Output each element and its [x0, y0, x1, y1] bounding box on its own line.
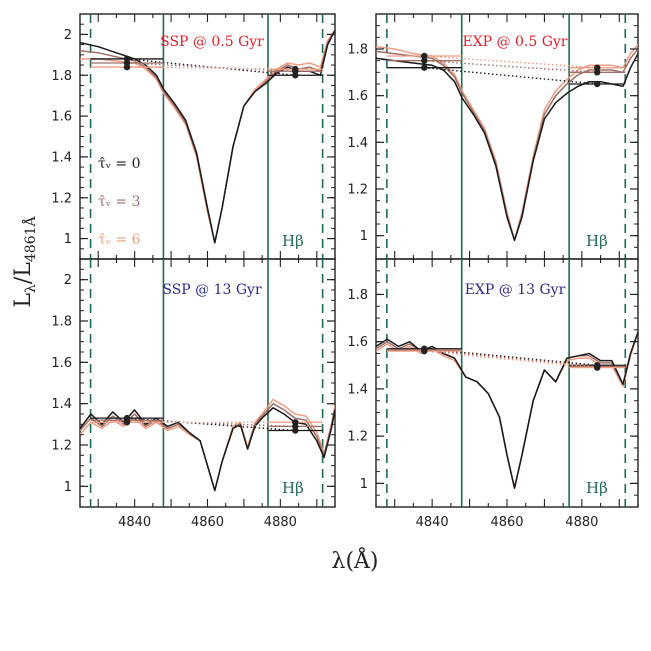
y-tick-label: 1.2 — [51, 439, 72, 454]
continuum-point-red — [292, 65, 299, 73]
panel-title: SSP @ 13 Gyr — [162, 282, 262, 298]
y-tick-label: 1.4 — [51, 397, 72, 412]
y-tick-label: 1.6 — [347, 335, 368, 350]
pseudo-continuum — [126, 62, 296, 72]
panel-title: EXP @ 13 Gyr — [465, 282, 566, 298]
pseudo-continuum — [126, 66, 296, 70]
spectrum-line-tau0 — [80, 29, 335, 244]
spectrum-line-tau0 — [376, 331, 638, 489]
legend: τ̂ᵥ = 0 τ̂ᵥ = 3 τ̂ᵥ = 6 — [98, 156, 141, 248]
x-tick-label: 4860 — [490, 515, 523, 530]
legend-entry-tau0: τ̂ᵥ = 0 — [98, 156, 141, 172]
y-tick-label: 1 — [360, 477, 368, 492]
y-tick-label: 1.4 — [347, 382, 368, 397]
x-tick-label: 4880 — [565, 515, 598, 530]
hbeta-label: Hβ — [586, 232, 608, 250]
x-tick-label: 4840 — [118, 515, 151, 530]
continuum-point-blue — [123, 63, 131, 71]
svg-text:Lλ/L4861Å: Lλ/L4861Å — [11, 215, 39, 307]
y-tick-label: 1.4 — [51, 150, 72, 165]
y-tick-label: 1 — [360, 229, 368, 244]
spectrum-line-tau6 — [376, 331, 638, 489]
continuum-point-red — [594, 364, 601, 371]
legend-entry-tau3: τ̂ᵥ = 3 — [98, 194, 141, 210]
y-tick-label: 1.6 — [51, 356, 72, 371]
hbeta-label: Hβ — [586, 479, 608, 497]
panel-ssp-0.5gyr: 1 1.2 1.4 1.6 1.8 2 — [51, 13, 336, 260]
continuum-point-red — [594, 69, 601, 76]
y-tick-label: 1.2 — [347, 183, 368, 198]
x-tick-label: 4880 — [264, 515, 297, 530]
panel-title: SSP @ 0.5 Gyr — [160, 34, 264, 50]
continuum-point-blue — [421, 57, 428, 64]
y-tick-label: 1.6 — [347, 89, 368, 104]
continuum-point-blue — [421, 64, 428, 71]
y-tick-label: 1.2 — [347, 430, 368, 445]
y-tick-label: 1.8 — [347, 43, 368, 58]
continuum-point-blue — [421, 347, 428, 355]
y-tick-label: 1.6 — [51, 110, 72, 125]
spectrum-line-tau3 — [376, 331, 638, 489]
y-tick-label: 1.8 — [347, 288, 368, 303]
pseudo-continuum — [126, 419, 296, 428]
pseudo-continuum — [424, 66, 598, 85]
y-tick-label: 1.2 — [51, 191, 72, 206]
continuum-point-red — [292, 419, 299, 426]
legend-entry-tau6: τ̂ᵥ = 6 — [98, 232, 141, 248]
hbeta-label: Hβ — [282, 479, 304, 497]
continuum-point-red — [594, 64, 601, 71]
x-tick-label: 4860 — [191, 515, 224, 530]
y-axis-title: Lλ/L4861Å — [11, 215, 39, 307]
panel-ssp-13gyr: 1 1.2 1.4 1.6 1.8 2 4840 4860 4880 — [51, 258, 336, 530]
y-tick-label: 1.8 — [51, 315, 72, 330]
pseudo-continuum — [424, 55, 598, 69]
spectrum-line-tau3 — [376, 48, 638, 242]
panel-exp-0.5gyr: 1 1.2 1.4 1.6 1.8 — [347, 13, 639, 260]
y-tick-label: 1 — [64, 480, 72, 495]
y-tick-label: 1 — [64, 232, 72, 247]
continuum-point-red — [594, 80, 601, 88]
x-tick-label: 4840 — [416, 515, 449, 530]
panel-frame — [375, 13, 639, 260]
y-tick-label: 1.4 — [347, 136, 368, 151]
x-axis-title: λ(Å) — [332, 546, 379, 574]
continuum-point-blue — [421, 52, 428, 60]
y-tick-label: 1.8 — [51, 69, 72, 84]
hbeta-label: Hβ — [282, 232, 304, 250]
y-tick-label: 2 — [64, 273, 72, 288]
panel-title: EXP @ 0.5 Gyr — [462, 34, 567, 50]
panel-exp-13gyr: 1 1.2 1.4 1.6 1.8 4840 4860 4880 — [347, 258, 639, 530]
spectrum-line-tau6 — [80, 398, 335, 492]
pseudo-continuum — [424, 59, 598, 74]
pseudo-continuum — [424, 350, 598, 369]
panel-frame — [79, 13, 336, 260]
continuum-point-blue — [123, 419, 131, 426]
y-tick-label: 2 — [64, 28, 72, 43]
pseudo-continuum — [424, 349, 598, 368]
